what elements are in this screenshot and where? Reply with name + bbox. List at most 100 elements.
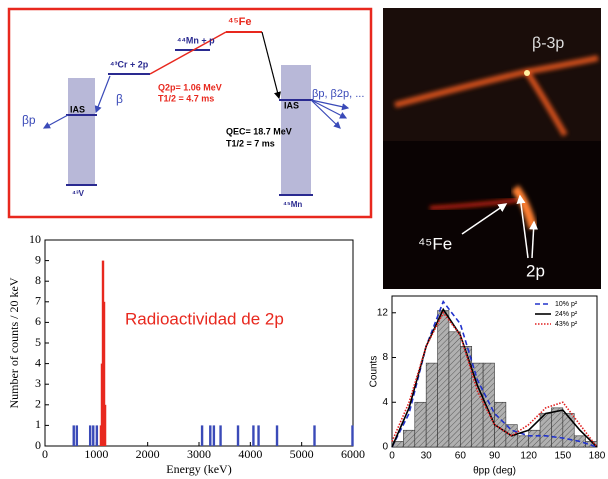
x-tick-label: 180: [589, 451, 606, 462]
track: [429, 198, 519, 210]
x-tick-label: 30: [421, 451, 433, 462]
y-tick-label: 4: [35, 355, 41, 369]
y-tick-label: 10: [29, 232, 41, 246]
bar: [275, 425, 279, 446]
decay-label: βp: [22, 113, 36, 127]
level-box: [68, 78, 95, 184]
q-value: Q2p= 1.06 MeV: [158, 82, 222, 92]
half-life: T1/2 = 7 ms: [226, 138, 275, 148]
bar: [351, 425, 354, 446]
decay-scheme: ⁴⁴Mn + p ⁴⁵Fe ⁴³Cr + 2p Q2p= 1.06 MeV T1…: [7, 7, 373, 219]
hatch: [494, 402, 506, 447]
bar: [209, 425, 212, 446]
y-tick-label: 2: [35, 397, 41, 411]
image-label: 2p: [526, 261, 545, 280]
hatch: [517, 435, 529, 447]
track: [394, 55, 599, 108]
y-tick-label: 0: [35, 438, 41, 452]
plot-frame: [44, 239, 354, 447]
level-label: IAS: [70, 104, 85, 114]
transition: [42, 114, 69, 129]
level-label: ⁴⁵Fe: [228, 16, 251, 28]
x-tick-label: 1000: [84, 447, 108, 461]
legend-label: 10% p²: [555, 301, 578, 308]
level-label: IAS: [284, 100, 299, 110]
hatch: [392, 441, 404, 447]
arrow: [516, 194, 529, 259]
x-tick-label: 90: [489, 451, 501, 462]
curve: [391, 307, 598, 448]
y-tick-label: 1: [35, 417, 41, 431]
y-tick-label: 6: [35, 314, 41, 328]
x-tick-label: 3000: [187, 447, 211, 461]
y-tick-label: 9: [35, 252, 41, 266]
detector-images: β-3p ⁴⁵Fe 2p: [383, 8, 601, 289]
transition: [310, 99, 348, 119]
y-tick-label: 5: [35, 335, 41, 349]
y-tick-label: 4: [382, 397, 388, 408]
hatch: [483, 363, 495, 447]
bar: [200, 425, 204, 446]
y-tick-label: 8: [35, 273, 41, 287]
x-tick-label: 5000: [290, 447, 314, 461]
y-axis-label: Counts: [369, 356, 380, 388]
x-tick-label: 60: [455, 451, 467, 462]
x-tick-label: 150: [554, 451, 571, 462]
vertex: [524, 70, 530, 76]
y-tick-label: 0: [382, 442, 388, 453]
hatch: [562, 413, 575, 447]
bar: [72, 425, 75, 446]
y-tick-label: 8: [382, 352, 388, 363]
curve: [391, 311, 598, 448]
hatch: [437, 310, 449, 447]
legend-label: 24% p²: [555, 311, 578, 318]
image: [383, 141, 601, 289]
hatch: [460, 346, 472, 447]
decay-label: βp, β2p, ...: [312, 88, 364, 100]
legend-label: 43% p²: [555, 321, 578, 328]
x-tick-label: 0: [389, 451, 395, 462]
hatch: [414, 402, 427, 447]
arrow: [529, 220, 539, 259]
x-tick-label: 0: [42, 447, 48, 461]
bar: [212, 425, 216, 446]
hatch: [585, 441, 597, 447]
hatch: [403, 430, 415, 447]
bar: [75, 425, 79, 446]
x-axis-label: Energy (keV): [166, 462, 231, 476]
level-label: ⁴⁵Mn: [283, 200, 302, 209]
bar: [219, 425, 222, 446]
x-tick-label: 120: [520, 451, 537, 462]
bar: [313, 425, 316, 446]
hatch: [448, 331, 461, 447]
y-tick-label: 12: [377, 307, 389, 318]
transition: [261, 31, 281, 100]
chart-title: Radioactividad de 2p: [125, 309, 284, 328]
x-tick-label: 4000: [238, 447, 262, 461]
level-label: ⁴³V: [72, 189, 85, 198]
bar: [257, 425, 260, 446]
bar: [102, 301, 106, 446]
level-label: ⁴⁴Mn + p: [177, 35, 215, 45]
y-axis-label: Number of counts / 20 keV: [7, 277, 21, 408]
y-tick-label: 7: [35, 294, 41, 308]
decay-label: β: [116, 92, 123, 106]
x-tick-label: 6000: [341, 447, 365, 461]
hatch: [426, 363, 438, 447]
bar: [236, 425, 240, 446]
transition: [94, 75, 111, 114]
level-label: ⁴³Cr + 2p: [110, 59, 149, 69]
hatch: [528, 430, 541, 447]
x-axis-label: θpp (deg): [473, 466, 516, 477]
x-tick-label: 2000: [136, 447, 160, 461]
track: [524, 70, 568, 137]
bar: [88, 425, 92, 446]
half-life: T1/2 = 4.7 ms: [158, 93, 214, 103]
bar: [92, 425, 95, 446]
image: [383, 8, 601, 141]
transition: [310, 99, 341, 129]
transition: [310, 99, 350, 111]
transition: [149, 31, 227, 75]
